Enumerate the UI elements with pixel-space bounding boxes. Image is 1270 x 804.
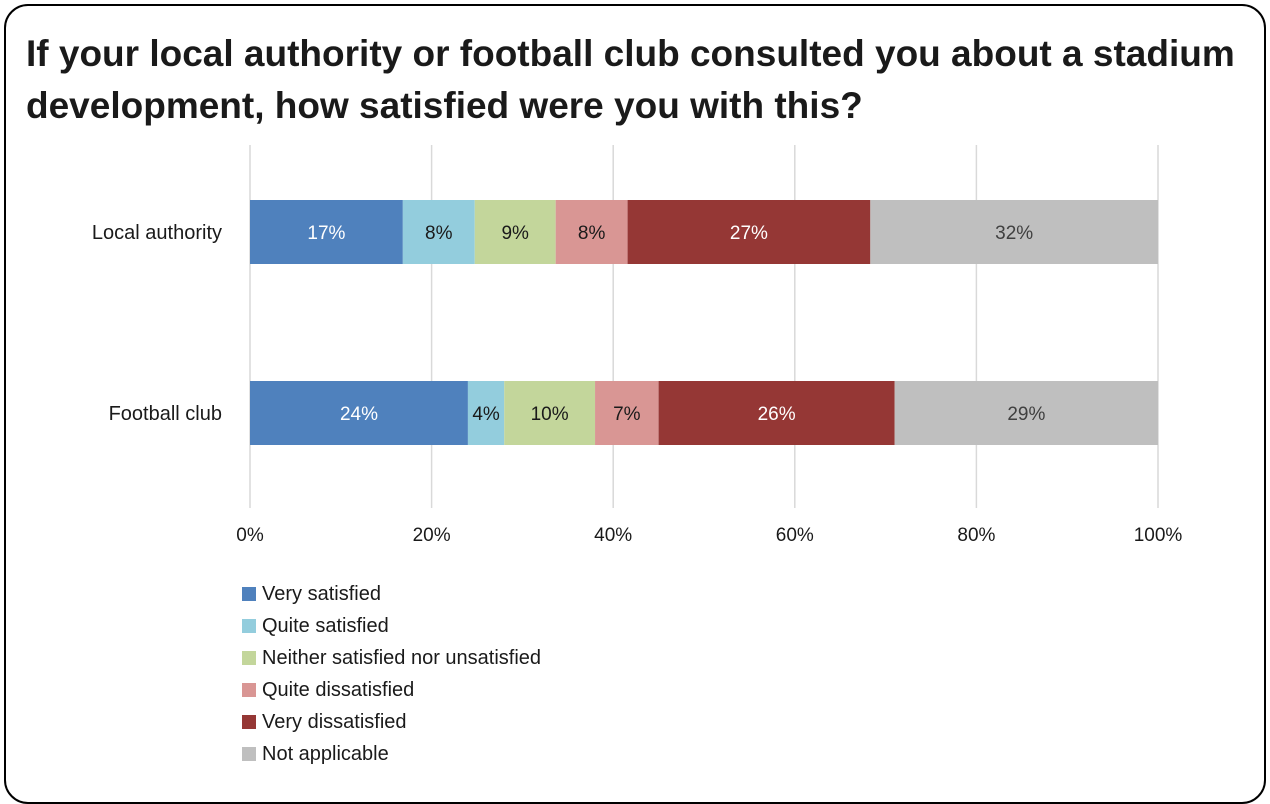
legend-label: Not applicable: [262, 742, 389, 765]
legend-item: Quite satisfied: [242, 610, 541, 642]
x-tick-label: 20%: [413, 525, 451, 546]
x-axis-tick-labels: 0% 20% 40% 60% 80% 100%: [236, 525, 1182, 546]
x-tick-label: 0%: [236, 525, 264, 546]
data-label: 8%: [578, 223, 606, 244]
data-label: 9%: [501, 223, 529, 244]
gridlines: [249, 145, 1159, 508]
data-label: 26%: [758, 404, 796, 425]
bar-segment: [595, 381, 659, 445]
legend-label: Quite satisfied: [262, 614, 389, 637]
data-label: 8%: [425, 223, 453, 244]
data-label: 27%: [730, 223, 768, 244]
bar-segment: [250, 200, 403, 264]
data-label: 24%: [340, 404, 378, 425]
legend-item: Not applicable: [242, 738, 541, 770]
legend-swatch: [242, 587, 256, 601]
legend-label: Very satisfied: [262, 582, 381, 605]
bar-segment: [870, 200, 1158, 264]
category-label: Football club: [109, 403, 222, 425]
legend-label: Neither satisfied nor unsatisfied: [262, 646, 542, 669]
legend-swatch: [242, 651, 256, 665]
bar-segment: [467, 381, 505, 445]
bar-segment: [894, 381, 1158, 445]
legend-label: Very dissatisfied: [262, 710, 407, 733]
bar-segment: [555, 200, 628, 264]
bar-segment: [658, 381, 895, 445]
bar-segment: [250, 381, 468, 445]
category-label: Local authority: [92, 222, 222, 244]
category-labels: Local authority Football club: [92, 222, 222, 425]
bar-segments: [250, 200, 1158, 445]
legend-label: Quite dissatisfied: [262, 678, 415, 701]
data-label: 32%: [995, 223, 1033, 244]
legend-swatch: [242, 683, 256, 697]
x-tick-label: 40%: [594, 525, 632, 546]
bar-segment: [402, 200, 475, 264]
x-tick-label: 60%: [776, 525, 814, 546]
data-label: 7%: [613, 404, 641, 425]
legend-swatch: [242, 747, 256, 761]
bar-segment: [504, 381, 596, 445]
legend-item: Very dissatisfied: [242, 706, 541, 738]
data-label: 4%: [472, 404, 500, 425]
legend-item: Very satisfied: [242, 578, 541, 610]
bar-segment: [627, 200, 871, 264]
data-label: 29%: [1007, 404, 1045, 425]
legend-item: Neither satisfied nor unsatisfied: [242, 642, 541, 674]
data-label: 17%: [307, 223, 345, 244]
x-tick-label: 80%: [957, 525, 995, 546]
legend-swatch: [242, 619, 256, 633]
x-tick-label: 100%: [1134, 525, 1183, 546]
legend-swatch: [242, 715, 256, 729]
data-labels: 17% 8% 9% 8% 27% 32% 24% 4% 10% 7% 26% 29%: [307, 223, 1045, 425]
bar-segment: [474, 200, 556, 264]
data-label: 10%: [531, 404, 569, 425]
chart-title: If your local authority or football club…: [26, 33, 1235, 126]
legend: Very satisfied Quite satisfied Neither sat…: [242, 578, 541, 770]
legend-item: Quite dissatisfied: [242, 674, 541, 706]
